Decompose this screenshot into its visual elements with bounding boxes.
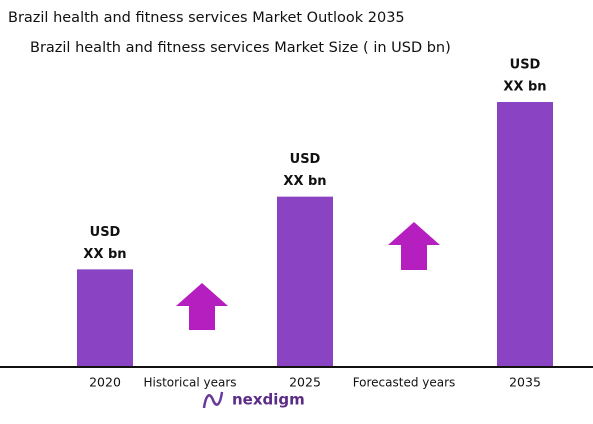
growth-arrow bbox=[388, 222, 440, 270]
value-label: USD bbox=[290, 152, 321, 167]
value-label: XX bn bbox=[83, 247, 126, 262]
bar bbox=[277, 196, 333, 366]
chart-subtitle: Brazil health and fitness services Marke… bbox=[30, 40, 451, 56]
value-label: XX bn bbox=[283, 174, 326, 189]
x-tick-label: 2025 bbox=[289, 375, 321, 390]
value-label: USD bbox=[510, 58, 541, 73]
bar bbox=[497, 102, 553, 366]
bar bbox=[77, 269, 133, 366]
value-label: USD bbox=[90, 225, 121, 240]
annotation: Forecasted years bbox=[353, 376, 456, 390]
value-label: XX bn bbox=[503, 80, 546, 95]
chart-title: Brazil health and fitness services Marke… bbox=[8, 10, 405, 26]
annotation: Historical years bbox=[143, 376, 236, 390]
x-tick-label: 2020 bbox=[89, 375, 121, 390]
x-tick-label: 2035 bbox=[509, 375, 541, 390]
logo-icon bbox=[202, 391, 224, 409]
growth-arrow bbox=[176, 283, 228, 330]
logo-text: nexdigm bbox=[232, 391, 305, 409]
